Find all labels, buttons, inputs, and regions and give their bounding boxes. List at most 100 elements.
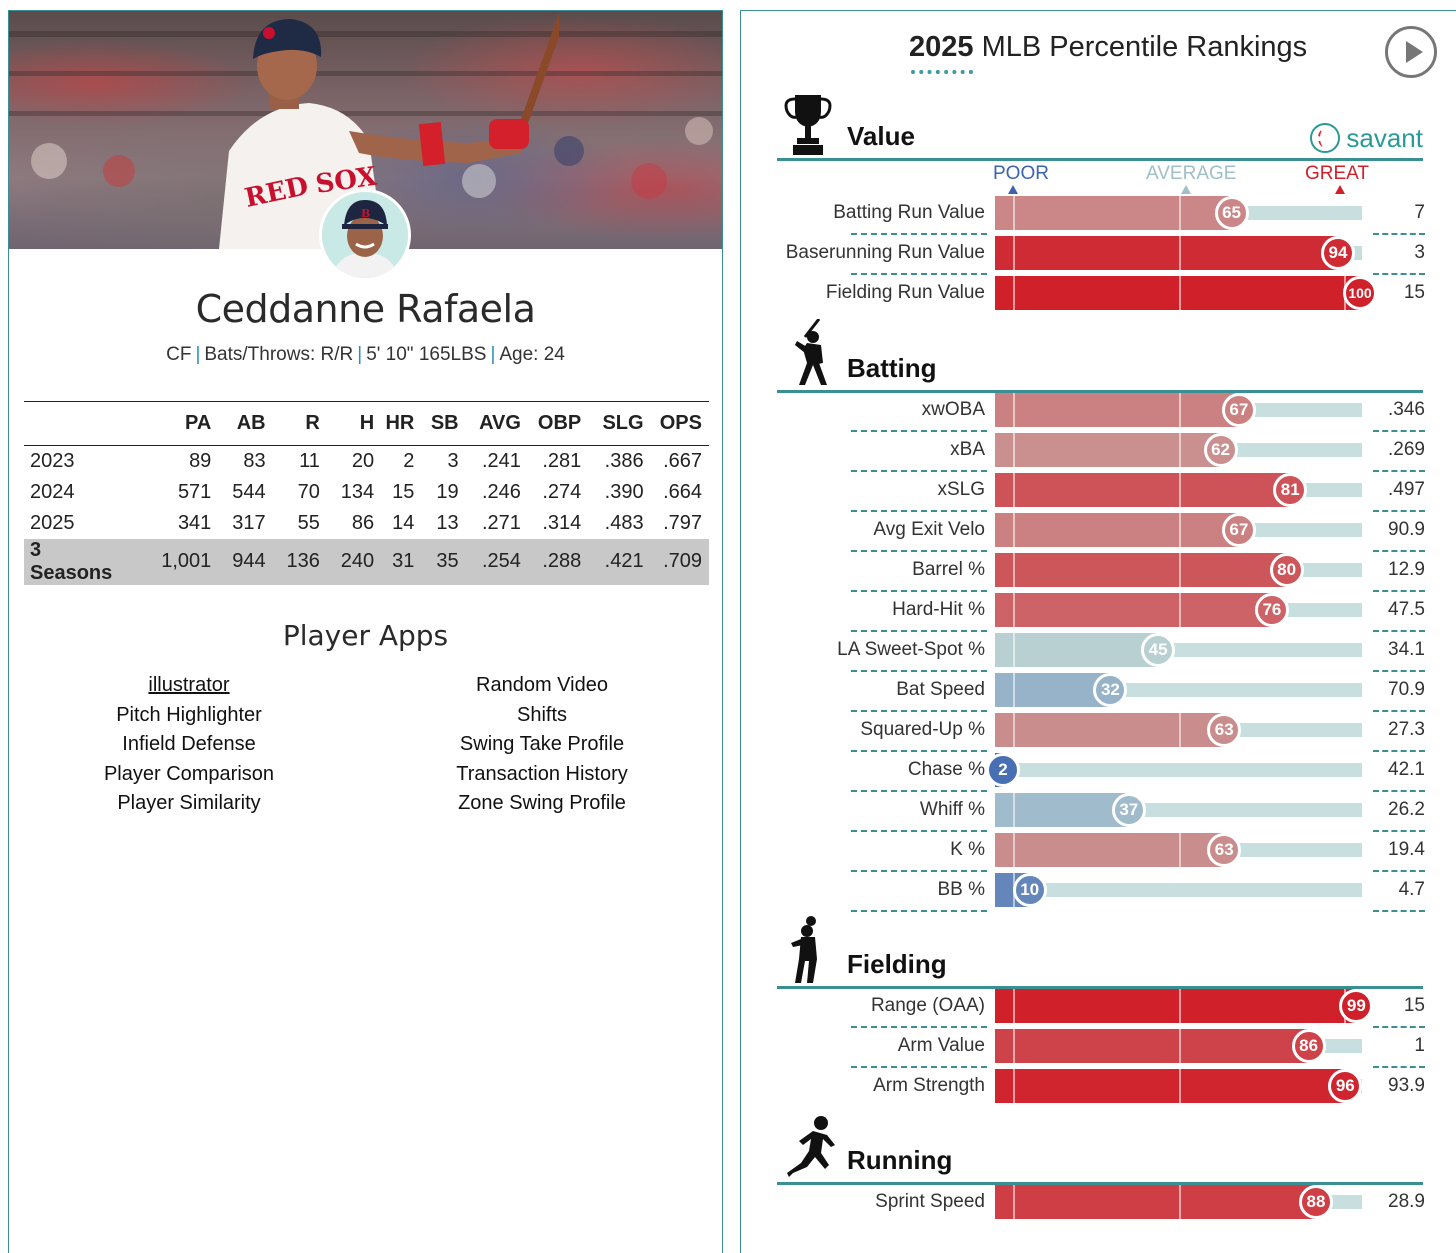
metric-row[interactable]: Hard-Hit % 76 47.5 <box>741 593 1456 633</box>
percentile-tick <box>1013 713 1016 747</box>
stats-header-season <box>24 402 120 446</box>
play-icon[interactable] <box>1385 26 1437 78</box>
metric-row[interactable]: Barrel % 80 12.9 <box>741 553 1456 593</box>
metric-value: 70.9 <box>1388 679 1425 700</box>
stats-value-cell: .390 <box>604 480 644 503</box>
percentile-bubble: 63 <box>1207 713 1242 747</box>
metric-row[interactable]: Arm Value 86 1 <box>741 1029 1456 1069</box>
stats-season-row: 2025 341 317 55 86 14 13 .271 .314 .483 .797 <box>24 508 709 539</box>
stats-header-pa: PA <box>185 412 212 434</box>
percentile-bubble: 67 <box>1221 513 1256 547</box>
app-link-illustrator[interactable]: illustrator <box>148 674 230 696</box>
app-link-pitch-highlighter[interactable]: Pitch Highlighter <box>116 703 262 726</box>
rankings-year[interactable]: 2025 <box>909 31 974 63</box>
metric-row[interactable]: Fielding Run Value 100 15 <box>741 276 1456 316</box>
percentile-bubble: 63 <box>1207 833 1242 867</box>
percentile-bar <box>995 793 1129 827</box>
stats-value-cell: .271 <box>482 511 521 534</box>
app-link-player-similarity[interactable]: Player Similarity <box>117 792 261 814</box>
metric-row[interactable]: BB % 10 4.7 <box>741 873 1456 913</box>
app-link-random-video[interactable]: Random Video <box>476 674 608 696</box>
metric-row[interactable]: Arm Strength 96 93.9 <box>741 1069 1456 1109</box>
stats-value-cell: .386 <box>604 449 644 472</box>
app-link-swing-take-profile[interactable]: Swing Take Profile <box>459 733 625 755</box>
stats-value-cell: 134 <box>340 480 375 503</box>
stats-season-cell: 2024 <box>30 480 75 503</box>
row-divider <box>851 790 987 792</box>
metric-row[interactable]: Squared-Up % 63 27.3 <box>741 713 1456 753</box>
row-divider <box>851 550 987 552</box>
row-divider <box>851 670 987 672</box>
metric-label: BB % <box>937 879 985 900</box>
app-link-shifts[interactable]: Shifts <box>516 703 568 726</box>
row-divider <box>1373 430 1425 432</box>
stats-value-cell: 3 <box>447 449 459 472</box>
percentile-tick <box>1013 513 1016 547</box>
metric-row[interactable]: Bat Speed 32 70.9 <box>741 673 1456 713</box>
stats-value-cell: .483 <box>604 511 644 534</box>
metric-value: 4.7 <box>1398 879 1425 900</box>
percentile-bubble: 37 <box>1111 793 1146 827</box>
row-divider <box>851 273 987 275</box>
metric-row[interactable]: xSLG 81 .497 <box>741 473 1456 513</box>
stats-value-cell: 55 <box>297 511 320 534</box>
row-divider <box>851 710 987 712</box>
app-link-zone-swing-profile[interactable]: Zone Swing Profile <box>458 792 626 814</box>
percentile-tick <box>1013 276 1016 310</box>
row-divider <box>1373 1066 1425 1068</box>
percentile-rankings-panel: 2025 MLB Percentile Rankings Value savant… <box>740 10 1456 1253</box>
stats-header-slg: SLG <box>602 412 644 434</box>
metric-row[interactable]: Range (OAA) 99 15 <box>741 989 1456 1029</box>
app-link-transaction-history[interactable]: Transaction History <box>456 762 628 785</box>
metric-row[interactable]: xwOBA 67 .346 <box>741 393 1456 433</box>
percentile-bar <box>995 593 1272 627</box>
metric-row[interactable]: Batting Run Value 65 7 <box>741 196 1456 236</box>
app-link-player-comparison[interactable]: Player Comparison <box>103 762 275 785</box>
row-divider <box>851 590 987 592</box>
row-divider <box>1373 273 1425 275</box>
percentile-tick <box>1013 989 1016 1023</box>
stats-header-r: R <box>305 412 320 434</box>
percentile-bubble: 62 <box>1203 433 1238 467</box>
stats-value-cell: .288 <box>527 538 589 585</box>
percentile-tick <box>1178 1029 1181 1063</box>
metric-row[interactable]: Chase % 2 42.1 <box>741 753 1456 793</box>
percentile-tick <box>1013 1185 1016 1219</box>
metric-label: Hard-Hit % <box>892 599 985 620</box>
row-divider <box>1373 670 1425 672</box>
section-header-value: Value savant <box>777 95 1423 161</box>
scale-label-great: GREAT <box>1305 163 1370 184</box>
metric-value: 42.1 <box>1388 759 1425 780</box>
savant-logo[interactable]: savant <box>1310 123 1423 154</box>
stats-value-cell: 544 <box>232 480 266 503</box>
metric-row[interactable]: K % 63 19.4 <box>741 833 1456 873</box>
metric-row[interactable]: Avg Exit Velo 67 90.9 <box>741 513 1456 553</box>
stats-value-cell: .664 <box>663 480 702 503</box>
metric-value: 3 <box>1414 242 1425 263</box>
percentile-tick <box>1178 713 1181 747</box>
row-divider <box>851 910 987 912</box>
section-title: Value <box>847 121 915 151</box>
stats-body: 2023 89 83 11 20 2 3.241.281.386.667 2024 571 544… <box>24 446 709 585</box>
percentile-tick <box>1013 393 1016 427</box>
metric-row[interactable]: LA Sweet-Spot % 45 34.1 <box>741 633 1456 673</box>
metric-row[interactable]: xBA 62 .269 <box>741 433 1456 473</box>
metric-value: 7 <box>1414 202 1425 223</box>
metric-value: .497 <box>1388 479 1425 500</box>
percentile-track <box>995 763 1362 777</box>
metric-value: 26.2 <box>1388 799 1425 820</box>
percentile-bar <box>995 989 1357 1023</box>
stats-value-cell: .797 <box>663 511 702 534</box>
metric-label: Bat Speed <box>896 679 985 700</box>
savant-logo-text: savant <box>1346 123 1423 153</box>
career-stats-table: PA AB R H HR SB AVG OBP SLG OPS 2023 89 83… <box>24 401 709 585</box>
app-link-infield-defense[interactable]: Infield Defense <box>122 733 256 755</box>
metric-row[interactable]: Whiff % 37 26.2 <box>741 793 1456 833</box>
metric-row[interactable]: Sprint Speed 88 28.9 <box>741 1185 1456 1225</box>
metric-row[interactable]: Baserunning Run Value 94 3 <box>741 236 1456 276</box>
section-header-running: Running <box>777 1116 1423 1185</box>
stats-value-cell: 86 <box>351 511 375 534</box>
stats-header-ops: OPS <box>659 412 702 434</box>
percentile-tick <box>1178 593 1181 627</box>
percentile-bubble: 45 <box>1141 633 1176 667</box>
